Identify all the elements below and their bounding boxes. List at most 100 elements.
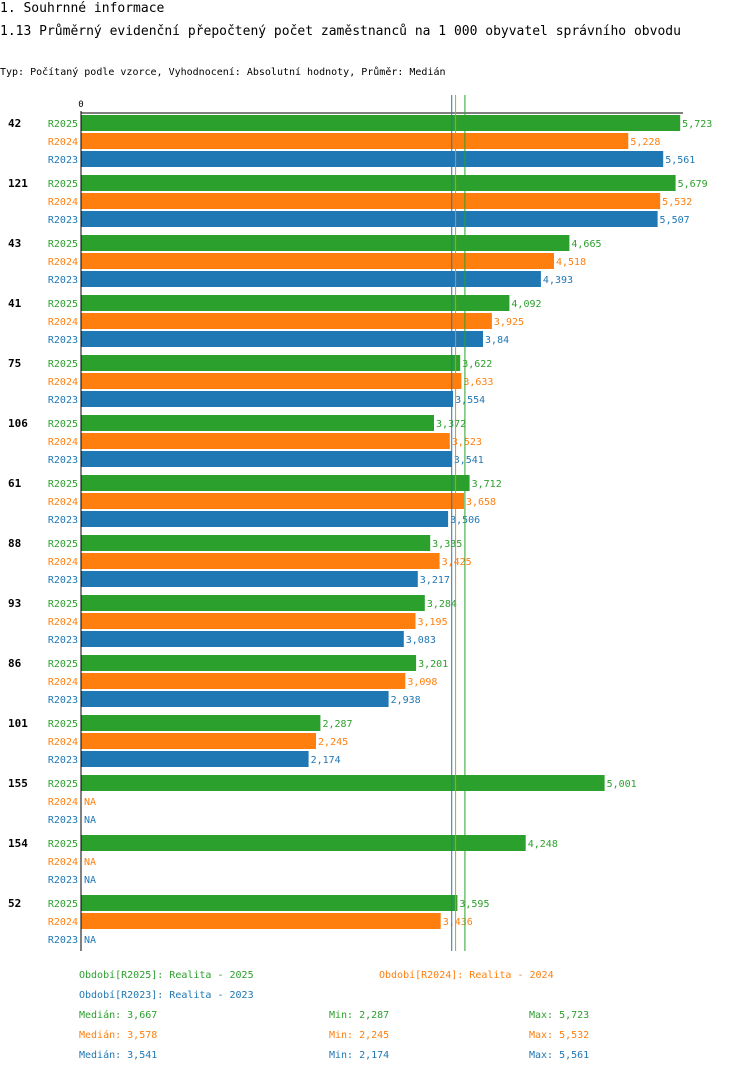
value-label-r2024-42: 5,228 [630,137,660,148]
series-label-r2024-154: R2024 [48,857,78,868]
series-label-r2025-86: R2025 [48,659,78,670]
bar-r2023-106 [81,451,452,467]
series-label-r2023-101: R2023 [48,755,78,766]
series-label-r2025-155: R2025 [48,779,78,790]
value-label-r2024-61: 3,658 [466,497,496,508]
value-label-r2023-93: 3,083 [406,635,436,646]
bar-r2024-121 [81,193,661,209]
value-label-r2025-52: 3,595 [459,899,489,910]
category-label-86: 86 [8,657,22,670]
value-label-r2023-101: 2,174 [311,755,341,766]
section-heading: 1. Souhrnné informace [0,1,165,16]
stat-min-r2025: Min: 2,287 [329,1010,390,1021]
series-label-r2024-121: R2024 [48,197,78,208]
bar-r2025-101 [81,715,321,731]
legend-r2025: Období[R2025]: Realita - 2025 [79,970,254,981]
value-label-r2024-93: 3,195 [418,617,448,628]
category-label-101: 101 [8,717,28,730]
bar-r2023-41 [81,331,483,347]
bar-r2023-42 [81,151,664,167]
value-label-r2025-121: 5,679 [678,179,708,190]
bar-r2025-154 [81,835,526,851]
value-label-r2023-121: 5,507 [660,215,690,226]
series-label-r2025-88: R2025 [48,539,78,550]
value-label-r2025-154: 4,248 [528,839,558,850]
series-label-r2025-106: R2025 [48,419,78,430]
bar-r2024-106 [81,433,450,449]
stat-max-r2023: Max: 5,561 [529,1050,590,1061]
value-label-r2025-61: 3,712 [472,479,502,490]
series-label-r2025-75: R2025 [48,359,78,370]
series-label-r2025-43: R2025 [48,239,78,250]
chart-title: 1.13 Průměrný evidenční přepočtený počet… [0,24,681,39]
stat-max-r2024: Max: 5,532 [529,1030,590,1041]
stat-median-r2025: Medián: 3,667 [79,1010,158,1021]
series-label-r2024-101: R2024 [48,737,78,748]
bar-r2023-43 [81,271,541,287]
series-label-r2024-155: R2024 [48,797,78,808]
category-label-106: 106 [8,417,28,430]
value-label-r2024-86: 3,098 [407,677,437,688]
value-label-r2024-75: 3,633 [463,377,493,388]
series-label-r2024-61: R2024 [48,497,78,508]
na-label-r2024-154: NA [84,857,96,868]
value-label-r2024-52: 3,436 [443,917,473,928]
series-label-r2025-121: R2025 [48,179,78,190]
bar-r2025-155 [81,775,605,791]
series-label-r2024-42: R2024 [48,137,78,148]
series-label-r2025-41: R2025 [48,299,78,310]
category-label-41: 41 [8,297,22,310]
value-label-r2023-41: 3,84 [485,335,509,346]
bar-r2025-41 [81,295,510,311]
chart-subtitle: Typ: Počítaný podle vzorce, Vyhodnocení:… [0,67,446,78]
na-label-r2023-155: NA [84,815,96,826]
category-label-154: 154 [8,837,28,850]
bar-r2025-61 [81,475,470,491]
bar-r2025-86 [81,655,417,671]
series-label-r2024-93: R2024 [48,617,78,628]
bar-r2024-93 [81,613,416,629]
value-label-r2025-101: 2,287 [322,719,352,730]
value-label-r2025-41: 4,092 [511,299,541,310]
category-label-88: 88 [8,537,21,550]
series-label-r2024-43: R2024 [48,257,78,268]
bar-r2025-88 [81,535,431,551]
stat-min-r2023: Min: 2,174 [329,1050,390,1061]
bar-r2024-86 [81,673,406,689]
bar-r2025-52 [81,895,458,911]
series-label-r2023-61: R2023 [48,515,78,526]
bar-r2023-61 [81,511,449,527]
axis-zero-label: 0 [78,100,83,110]
series-label-r2025-93: R2025 [48,599,78,610]
bar-r2025-106 [81,415,434,431]
category-label-75: 75 [8,357,21,370]
series-label-r2025-61: R2025 [48,479,78,490]
value-label-r2025-75: 3,622 [462,359,492,370]
value-label-r2023-43: 4,393 [543,275,573,286]
value-label-r2023-106: 3,541 [454,455,484,466]
bar-r2024-88 [81,553,440,569]
bar-r2023-86 [81,691,389,707]
category-label-52: 52 [8,897,21,910]
legend-r2023: Období[R2023]: Realita - 2023 [79,990,254,1001]
category-label-42: 42 [8,117,21,130]
series-label-r2025-154: R2025 [48,839,78,850]
value-label-r2024-43: 4,518 [556,257,586,268]
series-label-r2023-88: R2023 [48,575,78,586]
na-label-r2024-155: NA [84,797,96,808]
value-label-r2025-88: 3,335 [432,539,462,550]
category-label-61: 61 [8,477,22,490]
series-label-r2025-42: R2025 [48,119,78,130]
bar-r2023-88 [81,571,418,587]
value-label-r2024-101: 2,245 [318,737,348,748]
bar-r2024-61 [81,493,464,509]
value-label-r2024-88: 3,425 [442,557,472,568]
stat-median-r2023: Medián: 3,541 [79,1050,158,1061]
bar-r2024-41 [81,313,492,329]
series-label-r2023-42: R2023 [48,155,78,166]
bar-r2024-42 [81,133,629,149]
series-label-r2024-52: R2024 [48,917,78,928]
value-label-r2023-88: 3,217 [420,575,450,586]
value-label-r2025-43: 4,665 [571,239,601,250]
